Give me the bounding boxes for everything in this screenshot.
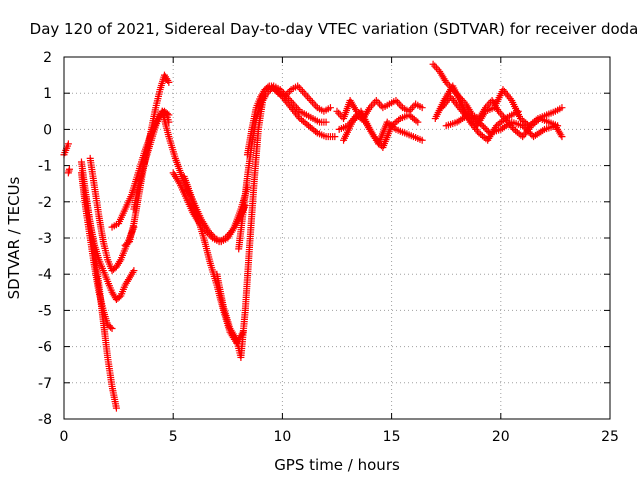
data-point <box>429 60 437 68</box>
data-point <box>377 102 385 110</box>
data-point <box>107 323 115 331</box>
data-point <box>418 136 426 144</box>
y-tick-label: -3 <box>38 231 52 247</box>
y-tick-label: -1 <box>38 159 52 175</box>
data-point <box>558 104 566 112</box>
data-point <box>241 201 249 209</box>
data-point <box>108 325 116 332</box>
data-point <box>394 98 402 106</box>
data-point <box>523 126 531 134</box>
data-point <box>286 96 294 104</box>
y-tick-label: 1 <box>43 86 52 102</box>
data-point <box>372 96 380 104</box>
data-point <box>418 104 426 112</box>
data-point <box>520 123 528 131</box>
data-point <box>407 105 415 113</box>
data-point <box>112 404 120 412</box>
data-point <box>165 78 173 86</box>
data-point <box>526 130 534 138</box>
data-point <box>322 118 330 126</box>
data-point <box>295 84 303 92</box>
data-point <box>65 165 73 173</box>
y-tick-label: -2 <box>38 195 52 211</box>
y-tick-label: 2 <box>43 50 52 66</box>
data-point <box>310 100 318 108</box>
y-tick-label: -8 <box>38 412 52 428</box>
data-point <box>558 133 566 141</box>
data-point <box>130 267 138 275</box>
x-tick-label: 20 <box>492 429 510 445</box>
x-tick-label: 10 <box>273 429 291 445</box>
y-tick-label: 0 <box>43 122 52 138</box>
data-point <box>165 111 173 119</box>
data-point <box>304 93 312 101</box>
x-tick-label: 15 <box>383 429 401 445</box>
x-tick-label: 25 <box>601 429 619 445</box>
y-tick-label: -4 <box>38 267 52 283</box>
data-point <box>335 109 343 117</box>
data-point <box>525 128 533 136</box>
data-point <box>410 102 418 110</box>
data-point <box>481 124 489 132</box>
data-point <box>475 118 483 126</box>
data-point <box>432 64 440 72</box>
data-point <box>300 89 308 97</box>
data-point <box>307 96 315 104</box>
data-point <box>480 123 488 131</box>
data-point <box>414 118 422 126</box>
data-point <box>326 104 334 112</box>
data-point <box>477 120 485 128</box>
data-point <box>299 87 307 95</box>
data-points <box>60 60 566 412</box>
y-axis-label: SDTVAR / TECUs <box>5 176 23 299</box>
data-point <box>331 133 339 141</box>
data-point <box>522 125 530 133</box>
data-point <box>431 62 439 70</box>
plot-frame <box>63 56 611 420</box>
data-point <box>484 127 492 135</box>
chart-title: Day 120 of 2021, Sidereal Day-to-day VTE… <box>30 20 639 38</box>
data-point <box>478 121 486 129</box>
y-tick-label: -6 <box>38 340 52 356</box>
data-point <box>302 91 310 99</box>
x-axis-label: GPS time / hours <box>274 456 400 474</box>
y-tick-label: -5 <box>38 303 52 319</box>
data-point <box>308 98 316 106</box>
x-tick-label: 5 <box>169 429 178 445</box>
data-point <box>483 126 491 134</box>
data-point <box>333 107 341 115</box>
x-tick-label: 0 <box>60 429 69 445</box>
y-tick-label: -7 <box>38 376 52 392</box>
data-point <box>369 100 377 108</box>
data-point <box>519 122 527 130</box>
data-point <box>374 98 382 106</box>
data-point <box>305 95 313 103</box>
data-point <box>64 140 72 148</box>
